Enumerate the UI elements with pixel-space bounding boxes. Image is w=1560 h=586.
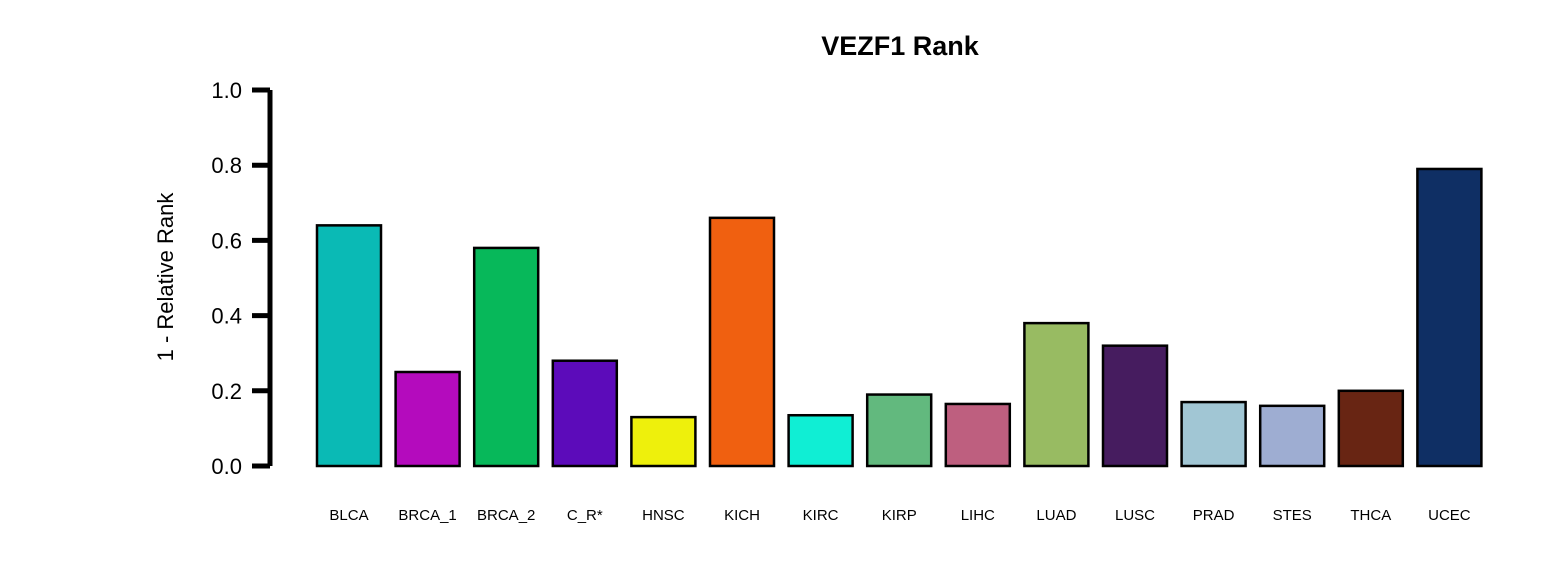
y-tick-label: 0.8 xyxy=(211,153,242,178)
y-tick-label: 0.6 xyxy=(211,228,242,253)
chart-title: VEZF1 Rank xyxy=(821,31,980,61)
bar-hnsc xyxy=(630,415,697,468)
bar-prad xyxy=(1180,400,1247,468)
x-tick-label: STES xyxy=(1273,507,1312,524)
y-axis-label: 1 - Relative Rank xyxy=(153,192,178,362)
bar-stes xyxy=(1258,404,1326,468)
x-tick-label: PRAD xyxy=(1193,507,1235,524)
x-tick-label: BRCA_2 xyxy=(477,507,535,524)
bars xyxy=(315,167,1483,468)
x-tick-label: HNSC xyxy=(642,507,685,524)
x-tick-label: KICH xyxy=(724,507,760,524)
y-axis: 0.0 0.2 0.4 0.6 0.8 1.0 xyxy=(211,78,273,479)
bar-thca xyxy=(1337,389,1405,468)
bar-kirc xyxy=(787,413,854,468)
x-tick-label: C_R* xyxy=(567,507,603,524)
bar-c-r xyxy=(551,359,619,468)
bar-lihc xyxy=(944,402,1012,468)
y-tick-label: 0.2 xyxy=(211,379,242,404)
bar-kich xyxy=(708,216,776,468)
bar-brca-2 xyxy=(472,246,540,468)
y-tick-label: 0.4 xyxy=(211,304,242,329)
x-tick-label: KIRC xyxy=(803,507,839,524)
bar-ucec xyxy=(1416,167,1483,468)
bar-brca-1 xyxy=(394,370,461,468)
y-tick-label: 0.0 xyxy=(211,454,242,479)
x-tick-label: UCEC xyxy=(1428,507,1471,524)
x-tick-label: LUAD xyxy=(1036,507,1076,524)
bar-blca xyxy=(315,224,383,468)
x-tick-label: THCA xyxy=(1350,507,1391,524)
x-tick-label: BLCA xyxy=(329,507,368,524)
x-tick-label: LIHC xyxy=(961,507,995,524)
x-tick-label: KIRP xyxy=(882,507,917,524)
bar-lusc xyxy=(1101,344,1169,468)
bar-kirp xyxy=(865,393,933,468)
x-tick-label: LUSC xyxy=(1115,507,1155,524)
x-tick-labels: BLCA BRCA_1 BRCA_2 C_R* HNSC KICH KIRC KIRP LIHC… xyxy=(329,507,1470,524)
bar-luad xyxy=(1023,321,1090,468)
x-tick-label: BRCA_1 xyxy=(398,507,456,524)
y-tick-label: 1.0 xyxy=(211,78,242,103)
